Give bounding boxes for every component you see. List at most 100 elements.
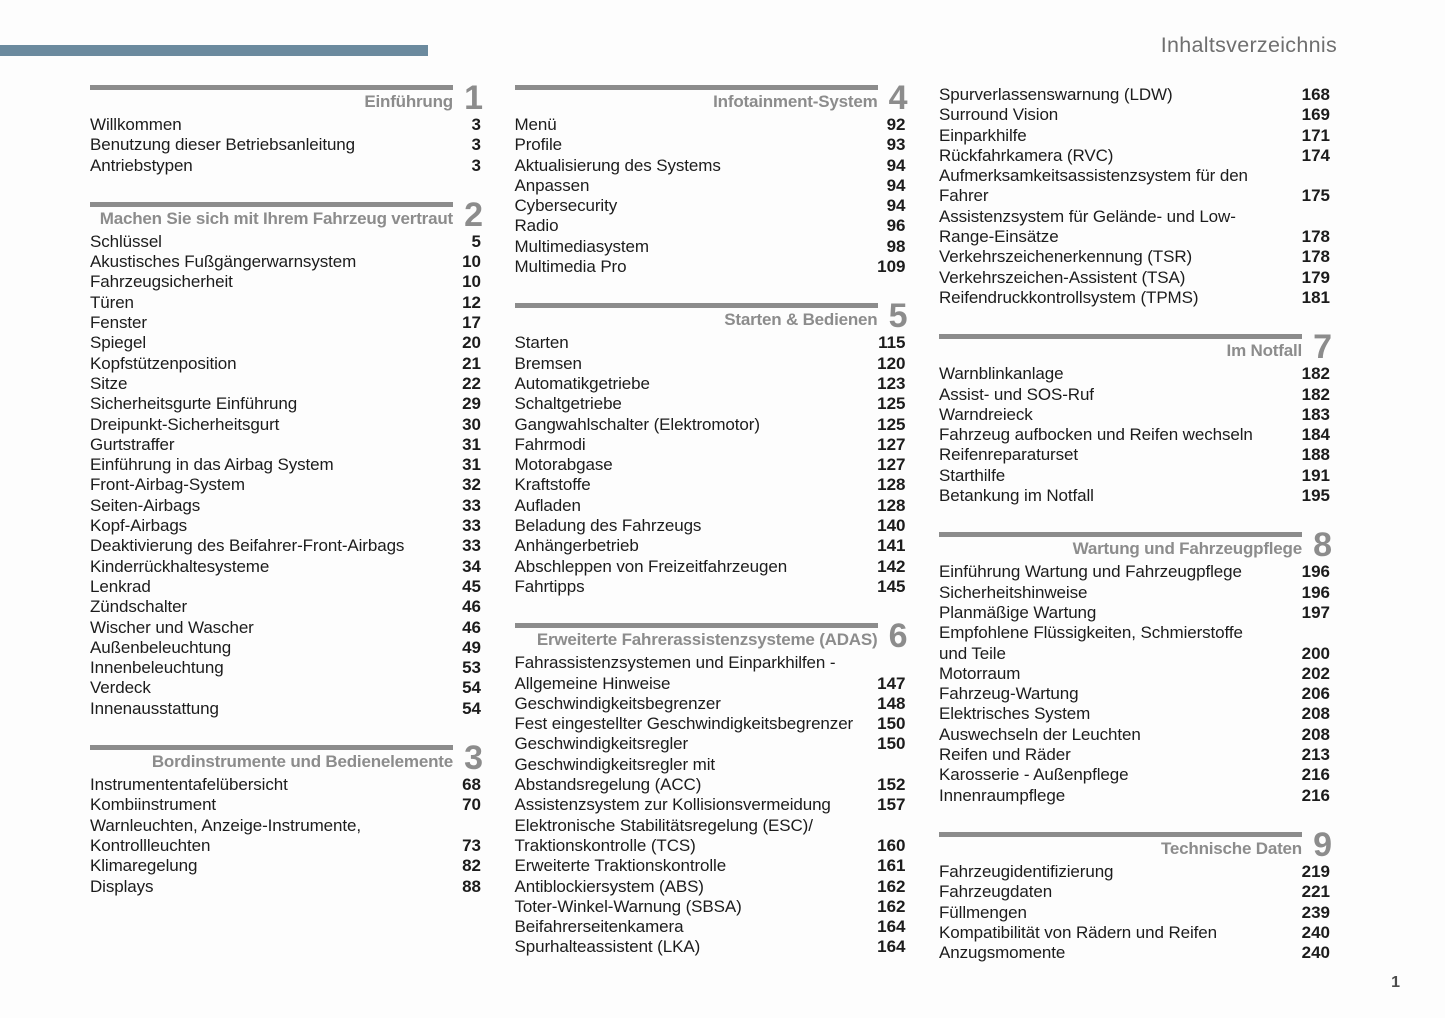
- toc-entry-label: Assistenzsystem für Gelände- und Low- Ra…: [939, 206, 1236, 247]
- toc-entry-label: Beifahrerseitenkamera: [514, 917, 684, 937]
- toc-entry: Elektronische Stabilitätsregelung (ESC)/…: [515, 816, 906, 857]
- toc-entry: Einführung in das Airbag System 31: [90, 455, 481, 475]
- toc-entry-label: Bremsen: [514, 353, 582, 373]
- toc-entry-page-number: 94: [886, 175, 906, 195]
- toc-entry: Starten 115: [515, 333, 906, 353]
- toc-entry: Assist- und SOS-Ruf 182: [939, 385, 1330, 405]
- toc-entry-page-number: 46: [462, 597, 481, 617]
- toc-entry-label: Seiten-Airbags: [90, 495, 201, 515]
- toc-entry: Wischer und Wascher 46: [90, 618, 481, 638]
- toc-entry: Kopf-Airbags 33: [90, 516, 481, 536]
- toc-entry-label: Kraftstoffe: [514, 475, 591, 495]
- toc-entry: Multimediasystem 98: [515, 237, 906, 257]
- toc-entry: Sicherheitsgurte Einführung 29: [90, 394, 481, 414]
- chapter-number: 3: [464, 739, 483, 778]
- toc-entry-label: Profile: [514, 135, 563, 155]
- toc-entry-page-number: 5: [471, 231, 481, 251]
- toc-entry-page-number: 140: [877, 516, 906, 536]
- toc-entry-page-number: 10: [462, 272, 481, 292]
- toc-entry-label: Kompatibilität von Rädern und Reifen: [939, 922, 1218, 942]
- toc-entry-label: Planmäßige Wartung: [939, 602, 1097, 622]
- toc-entry: Klimaregelung 82: [90, 856, 481, 876]
- toc-entry-page-number: 30: [462, 414, 481, 434]
- toc-entry: Seiten-Airbags 33: [90, 496, 481, 516]
- toc-entry-label: Reifendruckkontrollsystem (TPMS): [939, 287, 1199, 307]
- toc-entry-page-number: 22: [462, 373, 481, 393]
- toc-entry-page-number: 182: [1301, 384, 1330, 404]
- toc-entry-page-number: 164: [877, 937, 906, 957]
- toc-entry-label: Wischer und Wascher: [90, 617, 254, 637]
- toc-entry-page-number: 175: [1301, 186, 1330, 206]
- toc-entry-page-number: 240: [1301, 922, 1330, 942]
- toc-entry-page-number: 46: [462, 617, 481, 637]
- toc-entry: Deaktivierung des Beifahrer-Front-Airbag…: [90, 536, 481, 556]
- toc-entry: Reifendruckkontrollsystem (TPMS) 181: [939, 288, 1330, 308]
- toc-entry-page-number: 128: [877, 475, 906, 495]
- toc-entry-label: Motorraum: [939, 663, 1021, 683]
- toc-entry-page-number: 125: [877, 414, 906, 434]
- toc-entry-page-number: 195: [1301, 486, 1330, 506]
- toc-entry: Kopfstützenposition 21: [90, 354, 481, 374]
- chapter-number: 5: [888, 297, 908, 336]
- page-number: 1: [1391, 974, 1400, 991]
- toc-entry-page-number: 178: [1301, 247, 1330, 267]
- toc-entry: Fenster 17: [90, 313, 481, 333]
- toc-entry: Aktualisierung des Systems 94: [515, 156, 906, 176]
- toc-section: 1 Einführung Willkommen 3 Benutzung dieser B…: [90, 81, 483, 176]
- toc-entry-label: Gangwahlschalter (Elektromotor): [514, 414, 760, 434]
- toc-entry: Verkehrszeichen-Assistent (TSA) 179: [939, 268, 1330, 288]
- toc-entry: Displays 88: [90, 877, 481, 897]
- section-rule: [90, 745, 453, 751]
- toc-entry-label: Benutzung dieser Betriebsanleitung: [90, 135, 356, 155]
- toc-entry-page-number: 161: [877, 856, 906, 876]
- toc-entry: Toter-Winkel-Warnung (SBSA) 162: [515, 897, 906, 917]
- toc-entry-page-number: 45: [462, 576, 481, 596]
- toc-entry-label: Schaltgetriebe: [514, 394, 622, 414]
- toc-entry-page-number: 188: [1301, 445, 1330, 465]
- toc-section: 4 Infotainment-System Menü 92 Profile 93 Aktua…: [514, 81, 908, 277]
- section-header: 7 Im Notfall: [939, 330, 1332, 364]
- toc-entry: Innenbeleuchtung 53: [90, 658, 481, 678]
- section-title: Wartung und Fahrzeugpflege: [1072, 539, 1303, 559]
- toc-entry-label: Starten: [514, 333, 569, 353]
- toc-entry: Fahrzeug-Wartung 206: [939, 684, 1330, 704]
- toc-entry-page-number: 123: [877, 373, 906, 393]
- toc-entry-page-number: 148: [877, 693, 906, 713]
- toc-entry: Multimedia Pro 109: [515, 257, 906, 277]
- toc-entry-label: Aufmerksamkeitsassistenzsystem für den F…: [939, 166, 1248, 206]
- toc-entry-label: Cybersecurity: [514, 196, 618, 216]
- toc-entry-page-number: 49: [462, 637, 481, 657]
- toc-entry-page-number: 94: [886, 155, 906, 175]
- toc-entry-page-number: 208: [1301, 724, 1330, 744]
- toc-entry-label: Geschwindigkeitsbegrenzer: [514, 693, 721, 713]
- toc-entry-page-number: 94: [886, 196, 906, 216]
- toc-entry-label: Fahrzeugidentifizierung: [939, 861, 1114, 881]
- toc-entry-label: Außenbeleuchtung: [90, 637, 232, 657]
- toc-column-3: Spurverlassenswarnung (LDW) 168 Surround V…: [939, 85, 1332, 989]
- toc-entry: Füllmengen 239: [939, 903, 1330, 923]
- toc-entry: Rückfahrkamera (RVC) 174: [939, 146, 1330, 166]
- toc-entry: Einparkhilfe 171: [939, 126, 1330, 146]
- toc-entry-page-number: 3: [471, 155, 481, 175]
- toc-entry-page-number: 152: [877, 775, 906, 795]
- toc-entry-page-number: 150: [877, 734, 906, 754]
- toc-entry-label: Abschleppen von Freizeitfahrzeugen: [514, 556, 788, 576]
- toc-entry-label: Antiblockiersystem (ABS): [514, 876, 704, 896]
- toc-entry-label: Reifen und Räder: [939, 745, 1071, 765]
- accent-bar: [0, 45, 428, 56]
- section-header: 9 Technische Daten: [939, 828, 1332, 862]
- toc-entry-page-number: 183: [1301, 404, 1330, 424]
- toc-entry-page-number: 178: [1301, 227, 1330, 247]
- toc-entry-label: Sicherheitsgurte Einführung: [90, 394, 298, 414]
- toc-entry-label: Displays: [90, 876, 154, 896]
- toc-entry-page-number: 82: [462, 856, 481, 876]
- toc-entry: Geschwindigkeitsbegrenzer 148: [515, 694, 906, 714]
- toc-entry: Empfohlene Flüssigkeiten, Schmierstoffe …: [939, 623, 1330, 664]
- section-header: 2 Machen Sie sich mit Ihrem Fahrzeug vert…: [90, 198, 483, 232]
- section-title: Bordinstrumente und Bedienelemente: [151, 752, 453, 772]
- toc-entry-page-number: 73: [462, 835, 481, 855]
- section-header: 4 Infotainment-System: [514, 81, 908, 115]
- toc-entry: Benutzung dieser Betriebsanleitung 3: [90, 135, 481, 155]
- section-title: Machen Sie sich mit Ihrem Fahrzeug vertr…: [99, 208, 453, 228]
